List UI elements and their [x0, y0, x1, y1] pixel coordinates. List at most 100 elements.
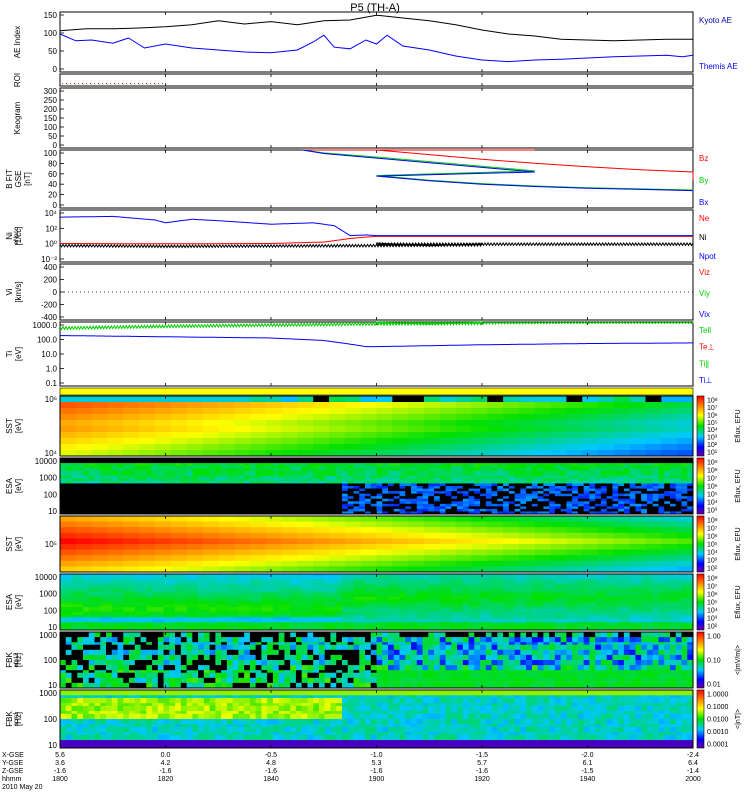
- spectrogram-cell: [451, 498, 458, 502]
- spectrogram-cell: [297, 555, 314, 562]
- spectrogram-cell: [290, 591, 297, 595]
- spectrogram-cell: [353, 480, 360, 484]
- spectrogram-cell: [129, 619, 136, 623]
- spectrogram-cell: [290, 604, 297, 608]
- spectrogram-cell: [474, 470, 481, 474]
- spectrogram-cell: [278, 463, 285, 467]
- spectrogram-cell: [549, 501, 556, 505]
- spectrogram-cell: [520, 488, 527, 492]
- spectrogram-cell: [675, 465, 682, 469]
- spectrogram-cell: [180, 506, 187, 510]
- spectrogram-cell: [376, 516, 393, 522]
- spectrogram-cell: [566, 460, 573, 464]
- spectrogram-cell: [139, 426, 156, 433]
- spectrogram-cell: [140, 475, 147, 479]
- spectrogram-cell: [434, 609, 441, 613]
- spectrogram-cell: [445, 511, 452, 515]
- spectrogram-cell: [100, 579, 107, 583]
- spectrogram-cell: [106, 493, 113, 497]
- spectrogram-cell: [203, 503, 211, 507]
- spectrogram-cell: [234, 408, 251, 415]
- spectrogram-cell: [531, 458, 539, 461]
- spectrogram-cell: [60, 420, 77, 427]
- spectrogram-cell: [457, 468, 464, 472]
- spectrogram-cell: [487, 414, 504, 421]
- spectrogram-cell: [284, 604, 291, 608]
- spectrogram-cell: [272, 483, 280, 487]
- spectrogram-cell: [267, 607, 274, 611]
- spectrogram-cell: [416, 599, 423, 603]
- spectrogram-cell: [393, 478, 400, 482]
- spectrogram-cell: [434, 602, 441, 605]
- spectrogram-cell: [606, 486, 613, 489]
- spectrogram-cell: [163, 460, 170, 464]
- spectrogram-cell: [392, 549, 409, 556]
- y-axis-label-line: [eV]: [14, 595, 23, 609]
- spectrogram-cell: [618, 470, 625, 474]
- spectrogram-cell: [295, 602, 303, 605]
- spectrogram-cell: [508, 506, 515, 510]
- spectrogram-cell: [123, 532, 140, 539]
- spectrogram-cell: [635, 475, 642, 479]
- spectrogram-cell: [370, 619, 377, 623]
- spectrogram-cell: [416, 622, 423, 626]
- spectrogram-cell: [65, 622, 72, 626]
- spectrogram-cell: [278, 622, 285, 626]
- spectrogram-cell: [370, 503, 377, 507]
- spectrogram-cell: [514, 498, 521, 502]
- spectrogram-cell: [451, 501, 458, 505]
- spectrogram-cell: [388, 576, 395, 580]
- spectrogram-cell: [629, 496, 636, 500]
- spectrogram-cell: [295, 607, 303, 611]
- spectrogram-cell: [560, 470, 567, 474]
- spectrogram-cell: [238, 511, 245, 515]
- spectrogram-cell: [65, 586, 72, 590]
- spectrogram-cell: [249, 493, 257, 497]
- spectrogram-cell: [186, 450, 203, 457]
- colorbar-tick-label: 10⁵: [707, 492, 718, 499]
- spectrogram-cell: [618, 475, 625, 479]
- spectrogram-cell: [117, 498, 124, 502]
- spectrogram-cell: [83, 468, 90, 472]
- spectrogram-cell: [209, 594, 216, 598]
- spectrogram-cell: [261, 501, 268, 505]
- spectrogram-cell: [290, 465, 297, 469]
- spectrogram-cell: [180, 579, 187, 583]
- spectrogram-cell: [170, 438, 187, 445]
- spectrogram-cell: [618, 501, 625, 505]
- spectrogram-cell: [613, 516, 631, 522]
- spectrogram-cell: [100, 493, 107, 497]
- spectrogram-cell: [88, 465, 95, 469]
- spectrogram-cell: [117, 493, 124, 497]
- spectrogram-cell: [612, 488, 619, 492]
- spectrogram-cell: [295, 506, 303, 510]
- spectrogram-cell: [221, 506, 228, 510]
- spectrogram-cell: [106, 584, 113, 588]
- spectrogram-cell: [157, 468, 164, 472]
- spectrogram-cell: [180, 468, 187, 472]
- spectrogram-cell: [635, 458, 642, 461]
- spectrogram-cell: [364, 622, 372, 626]
- spectrogram-cell: [560, 473, 567, 477]
- spectrogram-cell: [221, 596, 228, 600]
- spectrogram-cell: [411, 478, 418, 482]
- spectrogram-cell: [330, 599, 337, 603]
- spectrogram-cell: [134, 579, 141, 583]
- spectrogram-cell: [457, 486, 464, 489]
- spectrogram-cell: [60, 527, 77, 534]
- spectrogram-cell: [88, 470, 95, 474]
- spectrogram-cell: [428, 574, 435, 577]
- spectrogram-cell: [471, 438, 488, 445]
- spectrogram-cell: [514, 501, 521, 505]
- spectrogram-cell: [221, 589, 228, 593]
- spectrogram-cell: [175, 612, 182, 616]
- spectrogram-cell: [645, 521, 662, 528]
- spectrogram-cell: [203, 496, 211, 500]
- spectrogram-cell: [353, 458, 360, 461]
- spectrogram-cell: [192, 493, 199, 497]
- spectrogram-cell: [272, 614, 280, 618]
- spectrogram-cell: [77, 503, 84, 507]
- spectrogram-cell: [272, 493, 280, 497]
- spectrogram-cell: [139, 544, 156, 550]
- spectrogram-cell: [347, 584, 354, 588]
